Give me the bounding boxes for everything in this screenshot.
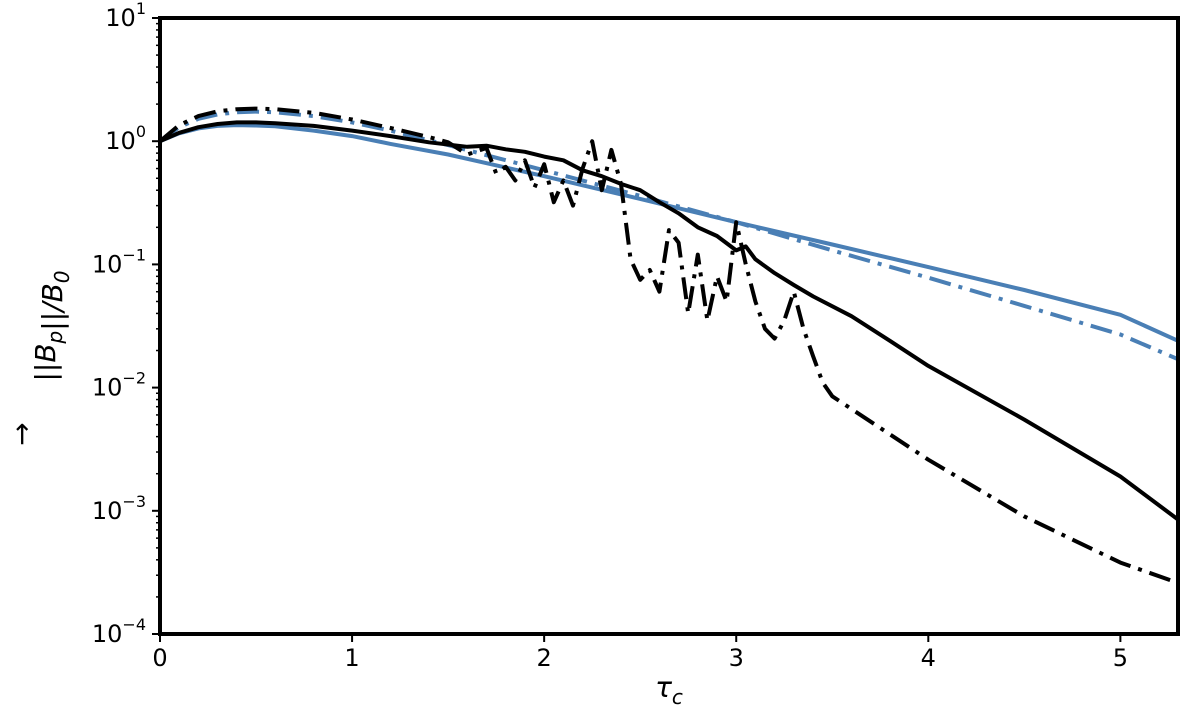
x-tick-label: 2 [537,644,552,672]
x-tick-label: 3 [729,644,744,672]
y-tick-label: 10−3 [92,492,146,525]
ticks-layer [152,17,1122,642]
series-line-2 [160,109,1178,362]
labels-layer: 0 1 2 3 4 5 101 100 10−1 10−2 10−3 10−4 τc ||Bp||/B0 → [5,0,1128,707]
x-tick-label: 0 [152,644,167,672]
y-tick-label: 101 [105,0,146,32]
series-line-3 [160,120,1178,522]
vector-arrow-icon: → [5,422,38,445]
svg-text:||Bp||/B0: ||Bp||/B0 [29,270,74,381]
x-axis-label: τc [655,671,683,707]
x-tick-label: 5 [1113,644,1128,672]
y-tick-label: 10−1 [92,245,146,278]
y-tick-label: 10−2 [92,369,146,402]
x-tick-label: 4 [921,644,936,672]
series-layer [160,106,1178,585]
x-tick-label: 1 [344,644,359,672]
series-line-4 [160,106,1178,585]
y-tick-label: 100 [105,122,146,155]
plot-frame [158,16,1180,636]
y-axis-label: ||Bp||/B0 → [5,270,74,445]
y-tick-label: 10−4 [92,615,146,648]
